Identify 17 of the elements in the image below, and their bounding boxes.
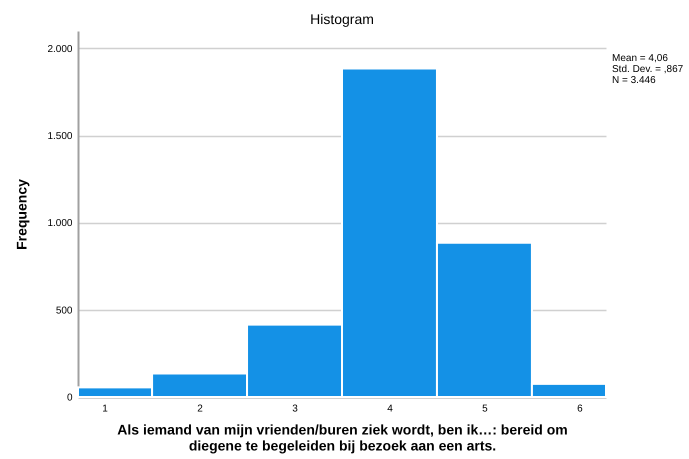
chart-title: Histogram	[310, 11, 374, 27]
y-axis-title: Frequency	[13, 178, 30, 250]
text: Mean = 4,06	[612, 53, 668, 64]
y-tick-label: 500	[56, 305, 73, 316]
x-tick-label: 4	[387, 404, 394, 414]
y-tick-label: 0	[66, 392, 73, 404]
x-tick-label: 6	[577, 404, 584, 414]
x-tick-label: 1	[102, 404, 108, 414]
text: N = 3.446	[612, 75, 656, 86]
x-tick-label: 3	[292, 404, 298, 414]
x-tick-label: 5	[482, 404, 488, 414]
y-tick-label: 2.000	[47, 44, 73, 55]
x-axis-title: Als iemand van mijn vrienden/buren ziek wordt, ben ik…: bereid om diegene te begeleiden bij bezoek aan een arts.	[117, 422, 568, 454]
y-tick-label: 1.000	[47, 218, 73, 230]
x-tick-label: 2	[197, 404, 204, 414]
text: Std. Dev. = ,867	[612, 64, 684, 75]
y-tick-label: 1.500	[47, 131, 73, 142]
